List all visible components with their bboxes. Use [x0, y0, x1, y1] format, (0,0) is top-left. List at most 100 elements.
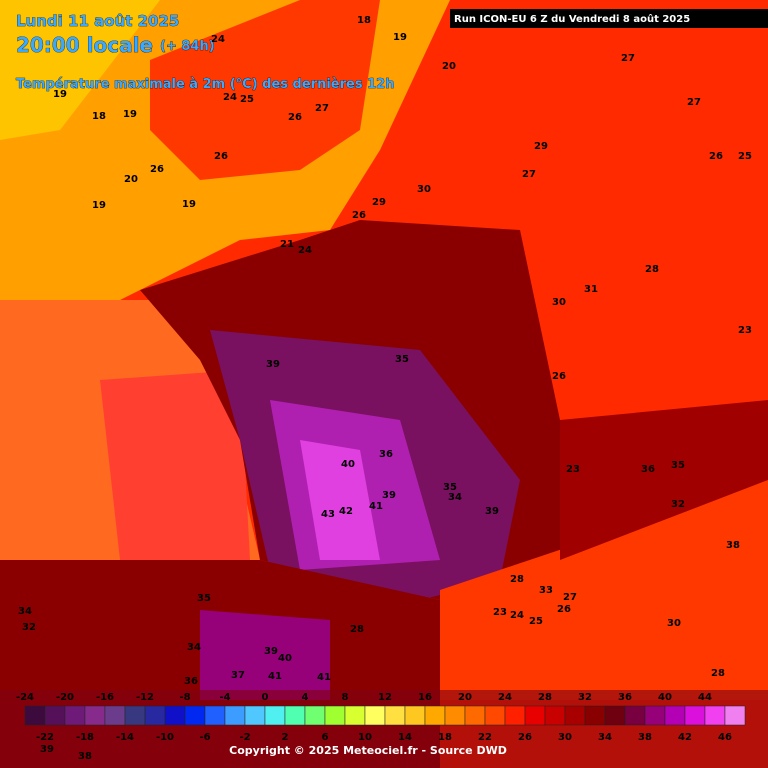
scale-swatch: [284, 705, 306, 726]
scale-tick-label: -4: [219, 692, 230, 703]
temperature-label: 19: [92, 200, 106, 211]
temperature-label: 43: [321, 509, 335, 520]
scale-tick-label: -16: [96, 692, 114, 703]
temperature-label: 19: [53, 89, 67, 100]
temperature-label: 36: [379, 449, 393, 460]
temperature-label: 27: [522, 169, 536, 180]
scale-swatch: [704, 705, 726, 726]
temperature-label: 35: [671, 460, 685, 471]
temperature-label: 26: [288, 112, 302, 123]
temperature-label: 25: [240, 94, 254, 105]
temperature-label: 24: [298, 245, 312, 256]
scale-swatch: [244, 705, 266, 726]
temperature-label: 31: [584, 284, 598, 295]
run-info: Run ICON-EU 6 Z du Vendredi 8 août 2025: [454, 13, 690, 25]
scale-tick-label: -8: [179, 692, 190, 703]
scale-swatch: [104, 705, 126, 726]
scale-swatch: [264, 705, 286, 726]
scale-tick-label: 40: [658, 692, 672, 703]
temperature-label: 29: [372, 197, 386, 208]
temperature-label: 34: [448, 492, 462, 503]
temperature-label: 41: [317, 672, 331, 683]
temperature-label: 41: [268, 671, 282, 682]
parameter: Température maximale à 2m (°C) des derni…: [16, 77, 394, 92]
scale-tick-label: -14: [116, 732, 134, 743]
temperature-label: 23: [738, 325, 752, 336]
temperature-label: 28: [350, 624, 364, 635]
scale-swatch: [424, 705, 446, 726]
scale-tick-label: 18: [438, 732, 452, 743]
legend-band: [0, 690, 768, 768]
temperature-label: 19: [182, 199, 196, 210]
temperature-label: 32: [22, 622, 36, 633]
scale-swatch: [84, 705, 106, 726]
scale-tick-label: 44: [698, 692, 712, 703]
lead-time: (+ 84h): [160, 39, 215, 54]
temperature-label: 32: [671, 499, 685, 510]
uk: [150, 0, 380, 180]
scale-tick-label: 4: [302, 692, 309, 703]
scale-tick-label: -20: [56, 692, 74, 703]
scale-swatch: [604, 705, 626, 726]
scale-swatch: [524, 705, 546, 726]
temperature-label: 36: [184, 676, 198, 687]
temperature-label: 40: [341, 459, 355, 470]
temperature-label: 25: [738, 151, 752, 162]
scale-swatch: [544, 705, 566, 726]
scale-tick-label: 2: [282, 732, 289, 743]
sea: [0, 0, 160, 140]
temperature-label: 39: [382, 490, 396, 501]
scale-tick-label: 10: [358, 732, 372, 743]
scale-tick-label: -18: [76, 732, 94, 743]
biscay: [100, 370, 250, 560]
scale-tick-label: -2: [239, 732, 250, 743]
scale-tick-label: 30: [558, 732, 572, 743]
scale-tick-label: 38: [638, 732, 652, 743]
temperature-label: 35: [197, 593, 211, 604]
scale-tick-label: 28: [538, 692, 552, 703]
scale-swatch: [624, 705, 646, 726]
temperature-label: 27: [687, 97, 701, 108]
temperature-label: 30: [667, 618, 681, 629]
temperature-label: 39: [485, 506, 499, 517]
scale-tick-label: -12: [136, 692, 154, 703]
alps: [560, 400, 768, 560]
temperature-label: 20: [124, 174, 138, 185]
temperature-label: 28: [510, 574, 524, 585]
temperature-label: 26: [709, 151, 723, 162]
temperature-label: 26: [352, 210, 366, 221]
hot-zone: [300, 440, 380, 560]
temperature-label: 37: [231, 670, 245, 681]
temperature-label: 39: [40, 744, 54, 755]
temperature-label: 26: [552, 371, 566, 382]
scale-swatch: [304, 705, 326, 726]
temperature-label: 38: [78, 751, 92, 762]
temperature-label: 23: [566, 464, 580, 475]
scale-swatch: [164, 705, 186, 726]
temperature-label: 27: [621, 53, 635, 64]
scale-tick-label: 22: [478, 732, 492, 743]
scale-tick-label: 14: [398, 732, 412, 743]
temperature-label: 25: [529, 616, 543, 627]
scale-tick-label: 12: [378, 692, 392, 703]
temperature-label: 28: [711, 668, 725, 679]
temperature-label: 24: [510, 610, 524, 621]
scale-tick-label: -6: [199, 732, 210, 743]
scale-swatch: [64, 705, 86, 726]
temperature-label: 39: [266, 359, 280, 370]
hot-zone: [200, 610, 330, 700]
run-box: [450, 9, 768, 28]
scale-swatch: [684, 705, 706, 726]
temperature-label: 20: [442, 61, 456, 72]
temperature-label: 34: [18, 606, 32, 617]
temperature-label: 19: [393, 32, 407, 43]
scale-swatch: [484, 705, 506, 726]
temperature-label: 28: [645, 264, 659, 275]
scale-swatch: [344, 705, 366, 726]
temperature-label: 35: [395, 354, 409, 365]
temperature-label: 30: [552, 297, 566, 308]
scale-swatch: [564, 705, 586, 726]
scale-swatch: [24, 705, 46, 726]
scale-swatch: [404, 705, 426, 726]
